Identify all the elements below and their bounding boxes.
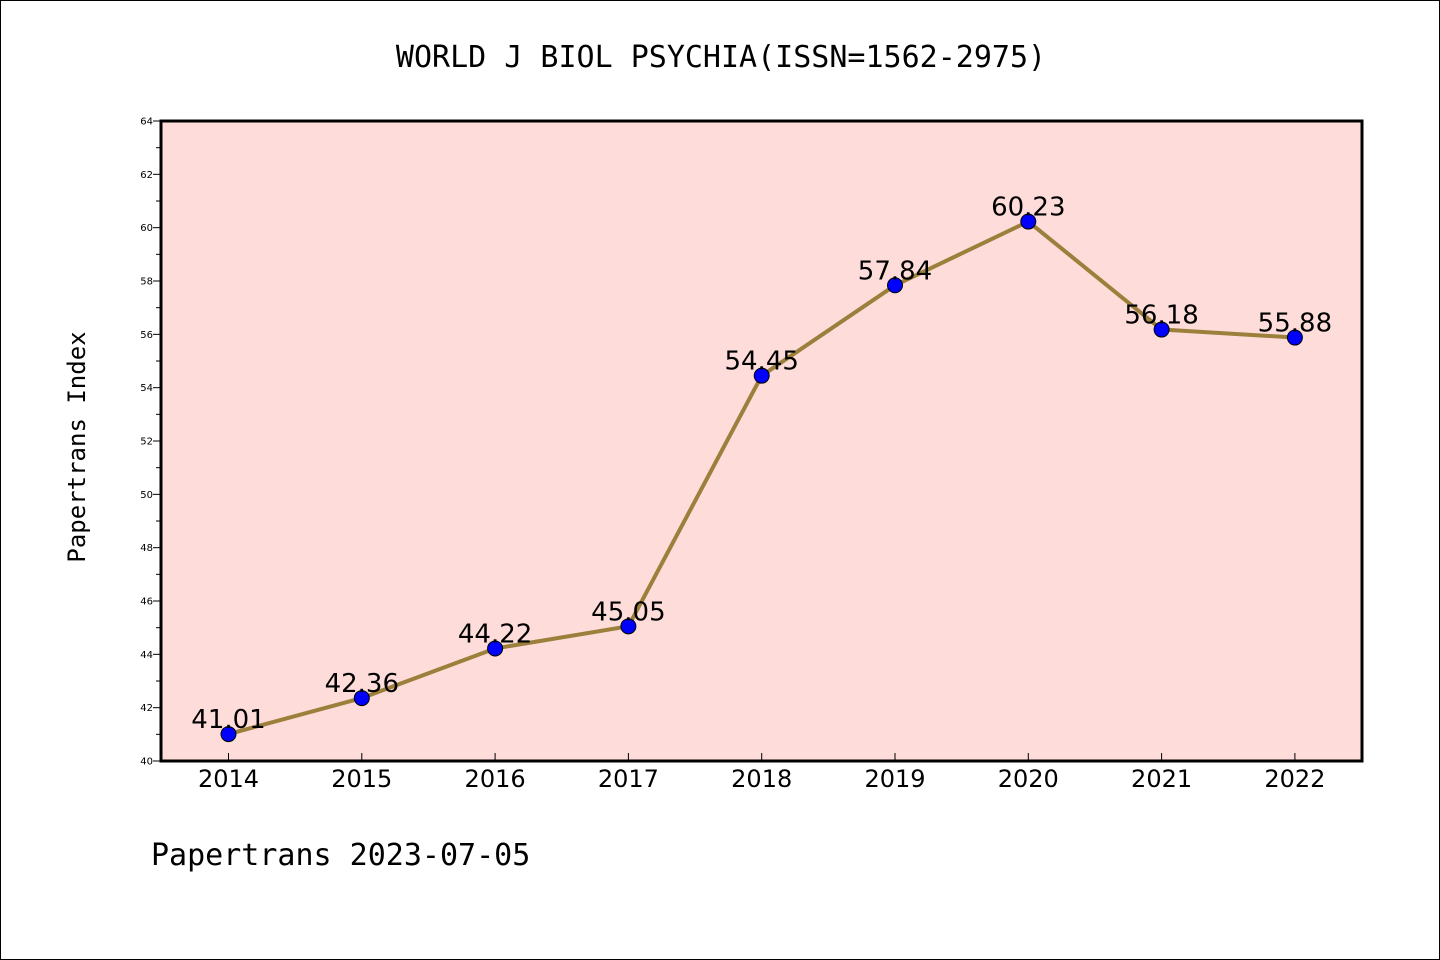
chart-title: WORLD J BIOL PSYCHIA(ISSN=1562-2975) — [396, 40, 1046, 75]
data-label: 45.05 — [591, 597, 665, 627]
y-tick-label: 58 — [140, 277, 153, 288]
data-point — [353, 690, 370, 707]
data-label: 56.18 — [1124, 301, 1198, 331]
y-tick-label: 50 — [140, 490, 153, 501]
y-tick-label: 44 — [140, 650, 153, 661]
y-tick-label: 54 — [140, 383, 153, 394]
data-point — [1286, 329, 1303, 346]
x-tick-label: 2021 — [1131, 765, 1192, 793]
data-label: 57.84 — [858, 256, 932, 286]
data-point — [620, 618, 637, 635]
x-tick-label: 2015 — [331, 765, 392, 793]
data-label: 55.88 — [1258, 309, 1332, 339]
data-points — [220, 213, 1303, 743]
x-tick-label: 2022 — [1264, 765, 1325, 793]
data-point — [887, 277, 903, 294]
y-tick-label: 42 — [140, 703, 153, 714]
y-tick-label: 60 — [140, 223, 153, 234]
footer-text: Papertrans 2023-07-05 — [151, 838, 530, 873]
data-label: 42.36 — [325, 669, 399, 699]
data-label: 54.45 — [724, 347, 798, 377]
x-axis-ticks: 2014 2015 2016 2017 2018 2019 2020 2021 2022 — [198, 753, 1325, 793]
x-tick-label: 2018 — [731, 765, 792, 793]
data-label: 41.01 — [191, 705, 265, 735]
y-tick-label: 46 — [140, 597, 153, 608]
data-labels: 41.01 42.36 44.22 45.05 54.45 57.84 60.23 56.18… — [191, 193, 1332, 736]
data-point — [487, 640, 504, 657]
y-tick-label: 64 — [140, 117, 153, 128]
data-label: 60.23 — [991, 193, 1065, 223]
data-point — [1153, 321, 1170, 338]
plot-frame — [159, 119, 1364, 763]
data-point — [753, 367, 770, 384]
x-tick-label: 2016 — [465, 765, 526, 793]
data-point — [1020, 213, 1037, 230]
y-tick-label: 40 — [140, 757, 153, 768]
y-axis-label: Papertrans Index — [63, 331, 91, 562]
y-axis-ticks: 40 42 44 46 48 50 52 54 56 58 60 62 64 — [140, 117, 161, 768]
y-tick-label: 48 — [140, 543, 153, 554]
x-tick-label: 2019 — [864, 765, 925, 793]
data-point — [220, 726, 237, 743]
plot-area — [161, 121, 1362, 761]
x-tick-label: 2017 — [598, 765, 659, 793]
y-tick-label: 56 — [140, 330, 153, 341]
x-tick-label: 2014 — [198, 765, 259, 793]
x-tick-label: 2020 — [998, 765, 1059, 793]
y-tick-label: 62 — [140, 170, 153, 181]
data-label: 44.22 — [458, 619, 532, 649]
y-tick-label: 52 — [140, 437, 153, 448]
